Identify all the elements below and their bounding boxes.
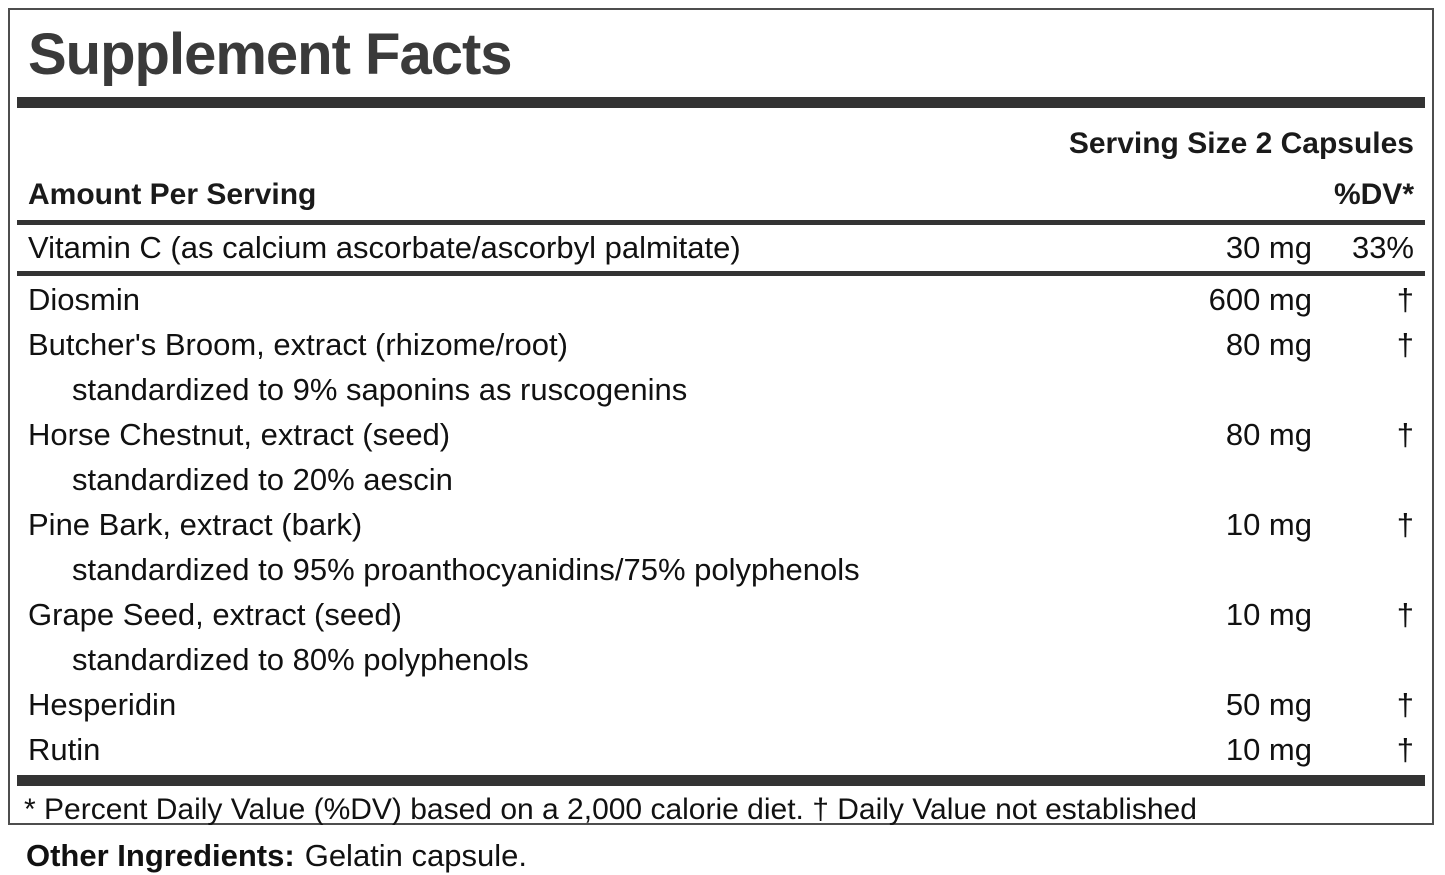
- sub-ingredient-row: standardized to 20% aescin: [28, 457, 1414, 502]
- ingredient-dv: †: [1396, 597, 1414, 632]
- ingredient-name: Diosmin: [28, 282, 140, 317]
- ingredient-row: Diosmin 600 mg †: [28, 277, 1414, 322]
- sub-ingredient-text: standardized to 20% aescin: [72, 462, 453, 497]
- ingredient-name: Hesperidin: [28, 687, 177, 722]
- ingredient-name: Butcher's Broom, extract (rhizome/root): [28, 327, 568, 362]
- ingredient-dv: †: [1396, 687, 1414, 722]
- ingredient-list: Diosmin 600 mg † Butcher's Broom, extrac…: [10, 277, 1432, 772]
- sub-ingredient-text: standardized to 95% proanthocyanidins/75…: [72, 552, 860, 587]
- sub-ingredient-row: standardized to 9% saponins as ruscogeni…: [28, 367, 1414, 412]
- ingredient-dv: †: [1396, 327, 1414, 362]
- ingredient-amount: 30 mg: [1225, 230, 1312, 265]
- dv-header: %DV*: [1333, 178, 1414, 211]
- ingredient-row: Vitamin C (as calcium ascorbate/ascorbyl…: [28, 225, 1414, 271]
- ingredient-amount: 600 mg: [1208, 282, 1312, 317]
- vitamin-c-rule-bar: [17, 271, 1425, 276]
- footnote-text: * Percent Daily Value (%DV) based on a 2…: [24, 793, 1197, 826]
- amount-per-serving-header: Amount Per Serving: [28, 178, 317, 211]
- sub-ingredient-row: standardized to 80% polyphenols: [28, 637, 1414, 682]
- footnote-rule-bar: [17, 775, 1425, 786]
- ingredient-row: Rutin 10 mg †: [28, 727, 1414, 772]
- ingredient-name: Grape Seed, extract (seed): [28, 597, 402, 632]
- ingredient-row: Pine Bark, extract (bark) 10 mg †: [28, 502, 1414, 547]
- title-rule-bar: [17, 97, 1425, 108]
- other-ingredients-value: Gelatin capsule.: [304, 838, 528, 873]
- ingredient-amount: 10 mg: [1225, 732, 1312, 767]
- header-rule-bar: [17, 220, 1425, 225]
- ingredient-amount: 80 mg: [1225, 327, 1312, 362]
- ingredient-dv: 33%: [1351, 230, 1414, 265]
- ingredient-row: Horse Chestnut, extract (seed) 80 mg †: [28, 412, 1414, 457]
- serving-size-text: Serving Size 2 Capsules: [1068, 127, 1414, 160]
- ingredient-name: Pine Bark, extract (bark): [28, 507, 363, 542]
- ingredient-dv: †: [1396, 417, 1414, 452]
- supplement-facts-panel: Supplement Facts Serving Size 2 Capsules…: [8, 8, 1434, 826]
- ingredient-amount: 10 mg: [1225, 507, 1312, 542]
- ingredient-name: Horse Chestnut, extract (seed): [28, 417, 451, 452]
- ingredient-row: Hesperidin 50 mg †: [28, 682, 1414, 727]
- ingredient-row: Grape Seed, extract (seed) 10 mg †: [28, 592, 1414, 637]
- other-ingredients-label: Other Ingredients:: [26, 838, 295, 873]
- sub-ingredient-text: standardized to 80% polyphenols: [72, 642, 529, 677]
- column-header-row: Amount Per Serving %DV*: [28, 177, 1414, 213]
- ingredient-dv: †: [1396, 507, 1414, 542]
- sub-ingredient-text: standardized to 9% saponins as ruscogeni…: [72, 372, 688, 407]
- panel-title: Supplement Facts: [28, 22, 513, 87]
- ingredient-amount: 80 mg: [1225, 417, 1312, 452]
- sub-ingredient-row: standardized to 95% proanthocyanidins/75…: [28, 547, 1414, 592]
- ingredient-name: Rutin: [28, 732, 101, 767]
- ingredient-dv: †: [1396, 732, 1414, 767]
- ingredient-name: Vitamin C (as calcium ascorbate/ascorbyl…: [28, 230, 741, 265]
- ingredient-row: Butcher's Broom, extract (rhizome/root) …: [28, 322, 1414, 367]
- other-ingredients-line: Other Ingredients: Gelatin capsule.: [26, 838, 527, 874]
- ingredient-amount: 10 mg: [1225, 597, 1312, 632]
- ingredient-dv: †: [1396, 282, 1414, 317]
- ingredient-amount: 50 mg: [1225, 687, 1312, 722]
